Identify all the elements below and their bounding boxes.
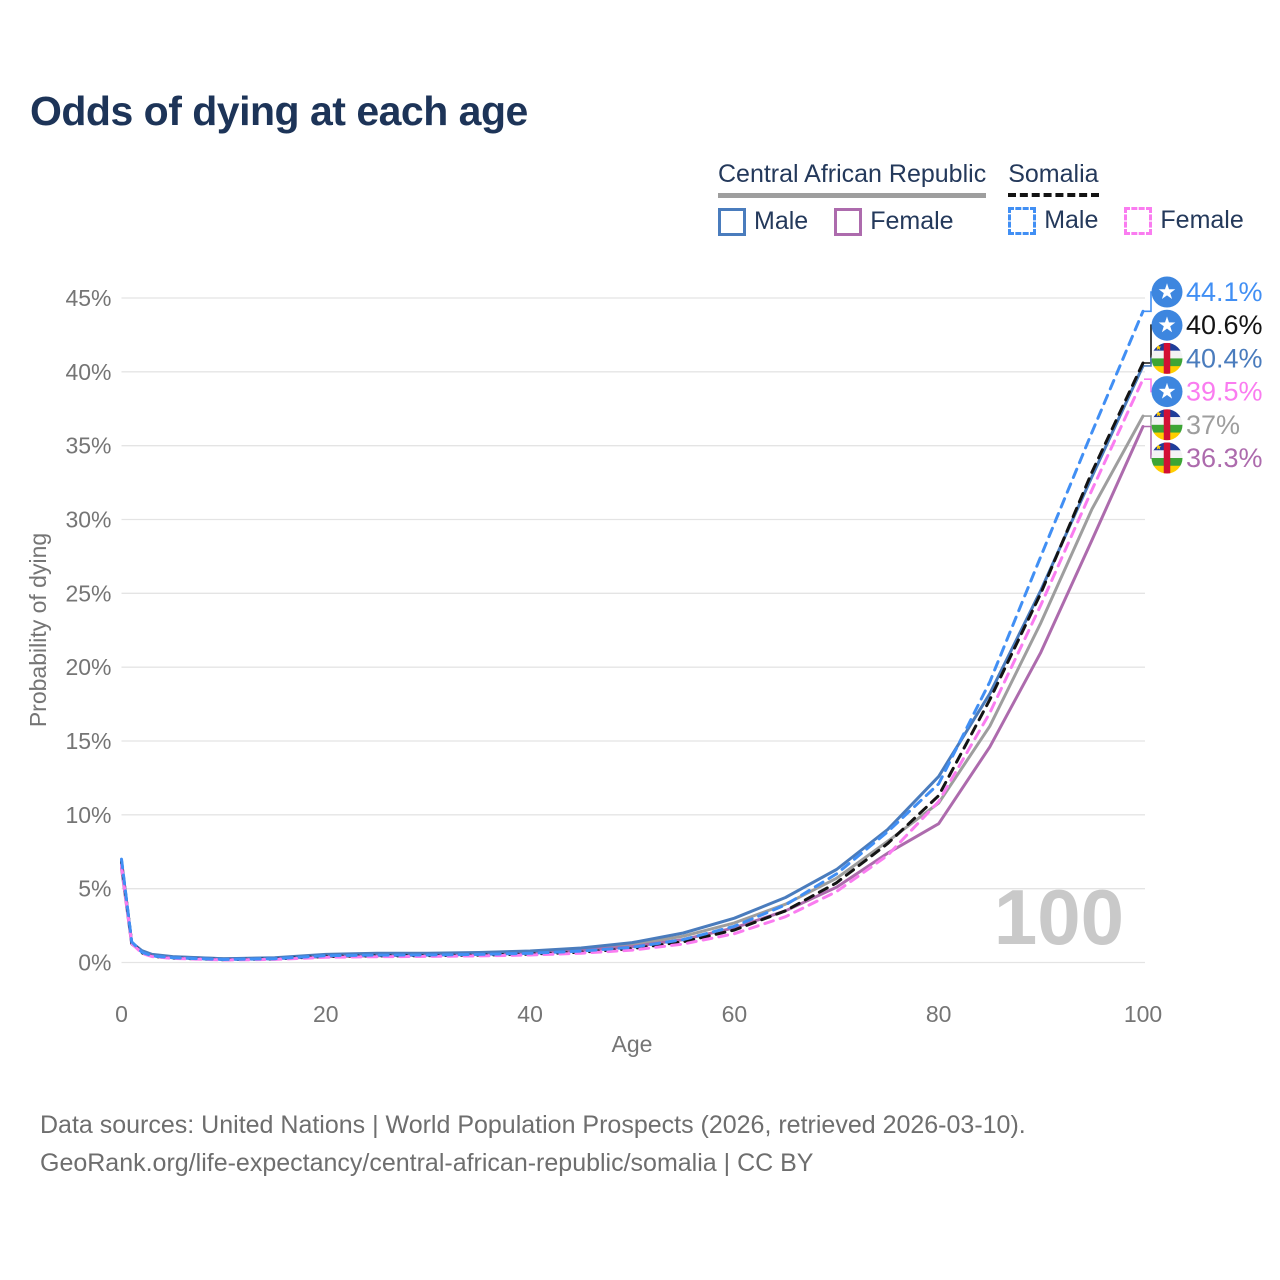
- footer-data-sources: Data sources: United Nations | World Pop…: [40, 1111, 1026, 1139]
- legend-items-car: Male Female: [718, 207, 986, 236]
- end-label-car-total: 37%: [1186, 410, 1240, 440]
- flag-icon-somalia: [1151, 276, 1183, 308]
- flag-icon-central-african-republic: [1151, 409, 1183, 441]
- series-line-car-total[interactable]: [120, 414, 1145, 961]
- page-title: Odds of dying at each age: [30, 88, 528, 134]
- y-tick-label: 30%: [65, 507, 111, 533]
- y-tick-label: 35%: [65, 433, 111, 459]
- x-tick-label: 80: [926, 1001, 952, 1027]
- series-line-somalia-total[interactable]: [120, 361, 1145, 962]
- y-tick-label: 25%: [65, 580, 111, 606]
- legend-group-title-somalia: Somalia: [1008, 160, 1099, 197]
- x-tick-label: 100: [1124, 1001, 1162, 1027]
- legend-item-car-male: Male: [718, 207, 808, 236]
- series-line-somalia-male[interactable]: [120, 309, 1145, 961]
- flag-icon-central-african-republic: [1151, 342, 1183, 374]
- y-tick-label: 10%: [65, 802, 111, 828]
- legend-swatch-somalia-female-icon: [1124, 206, 1153, 235]
- legend-label-car-male: Male: [754, 207, 809, 235]
- y-tick-label: 40%: [65, 359, 111, 385]
- legend-items-somalia: Male Female: [1008, 206, 1244, 235]
- footer-attribution: GeoRank.org/life-expectancy/central-afri…: [40, 1149, 814, 1177]
- legend-item-car-female: Female: [834, 207, 954, 236]
- legend: Central African Republic Male Female Som…: [718, 160, 1244, 236]
- x-tick-label: 60: [722, 1001, 748, 1027]
- y-tick-label: 5%: [78, 876, 111, 902]
- series-line-somalia-female[interactable]: [120, 377, 1145, 962]
- y-tick-label: 20%: [65, 654, 111, 680]
- y-tick-label: 15%: [65, 728, 111, 754]
- legend-label-car-female: Female: [870, 207, 954, 235]
- x-tick-label: 40: [517, 1001, 543, 1027]
- legend-item-somalia-male: Male: [1008, 206, 1098, 235]
- x-tick-label: 20: [313, 1001, 339, 1027]
- legend-group-somalia: Somalia Male Female: [1008, 160, 1244, 236]
- end-label-car-male: 40.4%: [1186, 343, 1263, 373]
- legend-swatch-somalia-male-icon: [1008, 206, 1037, 235]
- end-label-car-female: 36.3%: [1186, 443, 1263, 473]
- end-label-somalia-female: 39.5%: [1186, 377, 1263, 407]
- flag-icon-central-african-republic: [1151, 442, 1183, 474]
- label-connector: [1144, 291, 1153, 313]
- x-tick-label: 0: [115, 1001, 128, 1027]
- legend-label-somalia-male: Male: [1044, 206, 1099, 234]
- legend-item-somalia-female: Female: [1124, 206, 1244, 235]
- y-tick-label: 45%: [65, 285, 111, 311]
- y-tick-label: 0%: [78, 950, 111, 976]
- flag-icon-somalia: [1151, 309, 1183, 341]
- legend-swatch-car-male-icon: [718, 207, 746, 236]
- legend-label-somalia-female: Female: [1160, 206, 1244, 234]
- series-line-car-male[interactable]: [120, 364, 1145, 961]
- end-label-somalia-male: 44.1%: [1186, 277, 1263, 307]
- legend-group-central-african-republic: Central African Republic Male Female: [718, 160, 987, 236]
- watermark-age-100: 100: [994, 873, 1124, 961]
- legend-group-title-central-african-republic: Central African Republic: [718, 160, 987, 198]
- legend-swatch-car-female-icon: [834, 207, 863, 236]
- label-connector: [1144, 425, 1153, 459]
- y-axis-title: Probability of dying: [25, 533, 51, 727]
- end-label-somalia-total: 40.6%: [1186, 310, 1263, 340]
- x-axis-title: Age: [612, 1031, 653, 1057]
- flag-icon-somalia: [1151, 376, 1183, 408]
- footer: Data sources: United Nations | World Pop…: [40, 1106, 1026, 1182]
